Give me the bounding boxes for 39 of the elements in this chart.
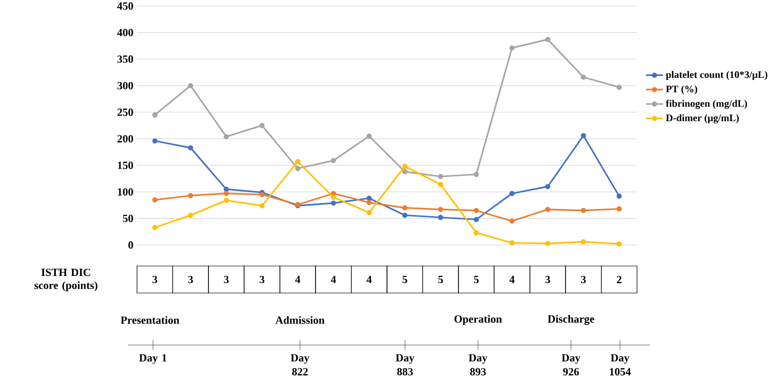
text: Day 926 bbox=[562, 354, 580, 376]
y-tick-label: 450 bbox=[117, 2, 134, 10]
text: 4 bbox=[509, 276, 515, 284]
text: Day 893 bbox=[468, 354, 488, 376]
legend-label: D-dimer (μg/mL) bbox=[666, 114, 739, 124]
y-tick-label: 150 bbox=[118, 162, 134, 170]
text: 3 bbox=[152, 276, 158, 284]
text: Discharge bbox=[548, 315, 594, 326]
text: Presentation bbox=[120, 316, 180, 324]
text: 4 bbox=[330, 276, 336, 284]
y-tick-label: 300 bbox=[117, 82, 134, 90]
text: Day 1054 bbox=[610, 354, 631, 376]
text: 5 bbox=[402, 276, 408, 284]
y-tick-label: 100 bbox=[118, 188, 134, 196]
text: 4 bbox=[295, 276, 300, 284]
text: 4 bbox=[366, 276, 372, 284]
text: 3 bbox=[188, 276, 193, 284]
legend-label: platelet count (10*3/μL) bbox=[666, 70, 768, 80]
text: Day 822 bbox=[290, 354, 310, 376]
y-tick-label: 200 bbox=[117, 135, 134, 142]
text: 5 bbox=[438, 276, 443, 284]
y-tick-label: 400 bbox=[117, 28, 134, 36]
text: 3 bbox=[581, 276, 586, 284]
text: ISTH DIC score (points) bbox=[34, 268, 98, 292]
text: 3 bbox=[545, 276, 550, 284]
legend-label: PT (%) bbox=[666, 85, 698, 94]
text: 3 bbox=[260, 276, 264, 284]
text: 2 bbox=[616, 276, 622, 284]
y-tick-label: 350 bbox=[117, 55, 134, 63]
text: Operation bbox=[454, 315, 502, 325]
text: Day 1 bbox=[139, 354, 166, 364]
y-tick-label: 0 bbox=[128, 241, 134, 249]
y-tick-label: 50 bbox=[122, 214, 134, 222]
text: 3 bbox=[224, 276, 229, 284]
y-tick-label: 250 bbox=[117, 108, 134, 116]
text: Day 883 bbox=[396, 354, 414, 376]
legend-label: fibrinogen (mg/dL) bbox=[666, 100, 747, 109]
text: 5 bbox=[474, 276, 479, 284]
text: Admission bbox=[275, 316, 324, 324]
